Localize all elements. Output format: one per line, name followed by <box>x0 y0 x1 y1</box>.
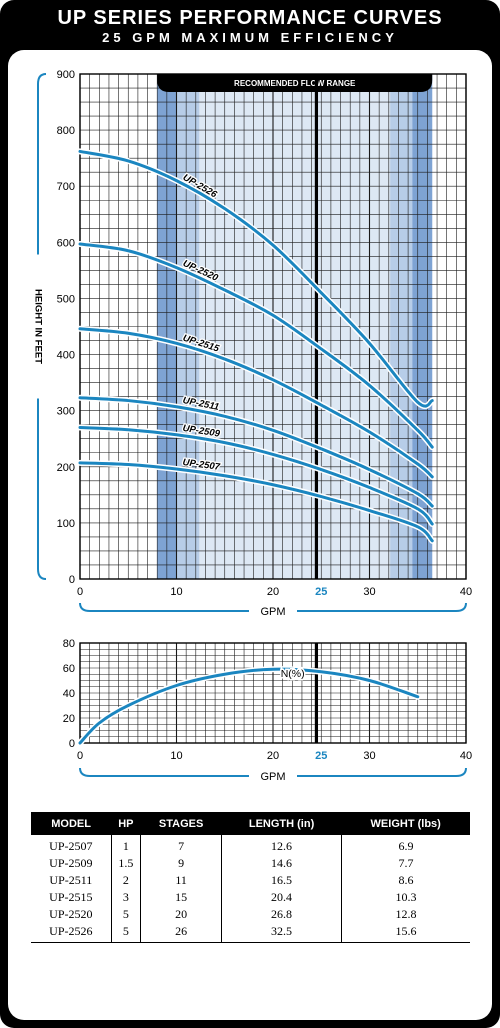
table-header-cell: MODEL <box>31 812 112 835</box>
x-tick-label: 10 <box>170 750 182 762</box>
table-cell: 15.6 <box>340 923 470 943</box>
table-cell: 8.6 <box>340 872 470 889</box>
x-tick-label: 25 <box>315 586 327 598</box>
table-cell: 12.6 <box>221 835 342 855</box>
y-tick-label: 20 <box>63 713 75 725</box>
table-cell: 5 <box>110 906 141 923</box>
series-line-up-2507 <box>78 461 434 543</box>
table-header-cell: STAGES <box>140 812 222 835</box>
x-axis-label: GPM <box>260 771 285 783</box>
charts-canvas: RECOMMENDED FLOW RANGEUP-2526UP-2520UP-2… <box>32 69 472 783</box>
x-axis-bracket-right <box>297 767 467 777</box>
y-axis-bracket-top <box>37 73 47 255</box>
table-cell: 3 <box>110 889 141 906</box>
table-row: UP-2526 5 26 32.5 15.6 <box>31 923 470 943</box>
table-cell: UP-2520 <box>49 907 93 921</box>
y-tick-label: 80 <box>63 638 75 650</box>
page-subtitle: 25 GPM MAXIMUM EFFICIENCY <box>102 30 398 45</box>
table-cell: 20 <box>139 906 222 923</box>
y-tick-label: 60 <box>63 663 75 675</box>
series-line-up-2526 <box>78 149 434 408</box>
y-tick-label: 300 <box>57 406 75 418</box>
x-tick-label: 30 <box>363 586 375 598</box>
series-line-up-2520 <box>78 242 434 449</box>
table-cell: 20.4 <box>221 889 342 906</box>
recommended-range-banner <box>157 74 433 92</box>
y-axis-bracket-bottom <box>37 398 47 580</box>
x-axis-label: GPM <box>260 606 285 618</box>
series-line-up-2511 <box>78 396 434 508</box>
table-cell: 11 <box>139 872 222 889</box>
table-cell: 1 <box>110 835 141 855</box>
x-tick-label: 30 <box>363 750 375 762</box>
table-cell: UP-2507 <box>49 839 93 853</box>
y-tick-label: 200 <box>57 462 75 474</box>
table-cell: 9 <box>139 855 222 872</box>
y-tick-label: 800 <box>57 125 75 137</box>
table-header-cell: WEIGHT (lbs) <box>341 812 470 835</box>
table-cell: 10.3 <box>340 889 470 906</box>
x-tick-label: 40 <box>460 750 472 762</box>
y-tick-label: 400 <box>57 350 75 362</box>
series-label: N(%) <box>281 668 305 680</box>
x-tick-label: 20 <box>267 586 279 598</box>
table-row: UP-2507 1 7 12.6 6.9 <box>31 835 470 855</box>
y-tick-label: 100 <box>57 518 75 530</box>
table-cell: 6.9 <box>340 835 470 855</box>
head-curve-chart: RECOMMENDED FLOW RANGEUP-2526UP-2520UP-2… <box>32 69 472 618</box>
table-row: UP-2515 3 15 20.4 10.3 <box>31 889 470 906</box>
series-line-up-2509 <box>78 426 434 526</box>
recommended-range-label: RECOMMENDED FLOW RANGE <box>234 79 356 88</box>
table-cell: 2 <box>110 872 141 889</box>
plot-frame <box>79 642 467 744</box>
table-cell: 15 <box>139 889 222 906</box>
x-axis-bracket-right <box>297 602 467 612</box>
table-header-row: MODEL HP STAGES LENGTH (in) WEIGHT (lbs) <box>31 812 470 835</box>
table-cell: 26 <box>139 923 222 943</box>
table-cell: 32.5 <box>221 923 342 943</box>
table-header-cell: HP <box>111 812 141 835</box>
x-axis-bracket-left <box>79 602 249 612</box>
table-cell: UP-2526 <box>49 924 93 938</box>
x-tick-label: 0 <box>77 750 83 762</box>
table-header-cell: LENGTH (in) <box>221 812 342 835</box>
x-tick-label: 20 <box>267 750 279 762</box>
y-tick-label: 500 <box>57 293 75 305</box>
y-tick-label: 700 <box>57 181 75 193</box>
table-row: UP-2520 5 20 26.8 12.8 <box>31 906 470 923</box>
table-cell: 14.6 <box>221 855 342 872</box>
y-tick-label: 900 <box>57 69 75 81</box>
table-body: UP-2507 1 7 12.6 6.9 UP-2509 1.5 9 14.6 7.7 UP-251… <box>31 835 470 943</box>
table-row: UP-2511 2 11 16.5 8.6 <box>31 872 470 889</box>
x-tick-label: 10 <box>170 586 182 598</box>
table-cell: UP-2511 <box>49 873 93 887</box>
table-cell: 7 <box>139 835 222 855</box>
table-cell: 16.5 <box>221 872 342 889</box>
efficiency-chart: N(%) 0 10 20 25 30 40 0 20 40 60 80 GPM <box>63 638 472 783</box>
table-cell: 5 <box>110 923 141 943</box>
y-axis-label: HEIGHT IN FEET <box>32 289 43 364</box>
table-cell: UP-2509 <box>49 856 93 870</box>
table-cell: 26.8 <box>221 906 342 923</box>
y-tick-label: 0 <box>69 738 75 750</box>
table-cell: UP-2515 <box>49 890 93 904</box>
spec-table: MODEL HP STAGES LENGTH (in) WEIGHT (lbs)… <box>31 812 470 943</box>
series-line-up-2515 <box>78 327 434 479</box>
y-tick-label: 40 <box>63 688 75 700</box>
x-tick-label: 0 <box>77 586 83 598</box>
series-line-n- <box>78 667 420 745</box>
page-title: UP SERIES PERFORMANCE CURVES <box>57 7 443 29</box>
x-tick-label: 40 <box>460 586 472 598</box>
y-tick-label: 600 <box>57 237 75 249</box>
table-cell: 12.8 <box>340 906 470 923</box>
table-row: UP-2509 1.5 9 14.6 7.7 <box>31 855 470 872</box>
table-cell: 1.5 <box>110 855 141 872</box>
x-axis-bracket-left <box>79 767 249 777</box>
x-tick-label: 25 <box>315 750 327 762</box>
y-tick-label: 0 <box>69 574 75 586</box>
table-cell: 7.7 <box>340 855 470 872</box>
